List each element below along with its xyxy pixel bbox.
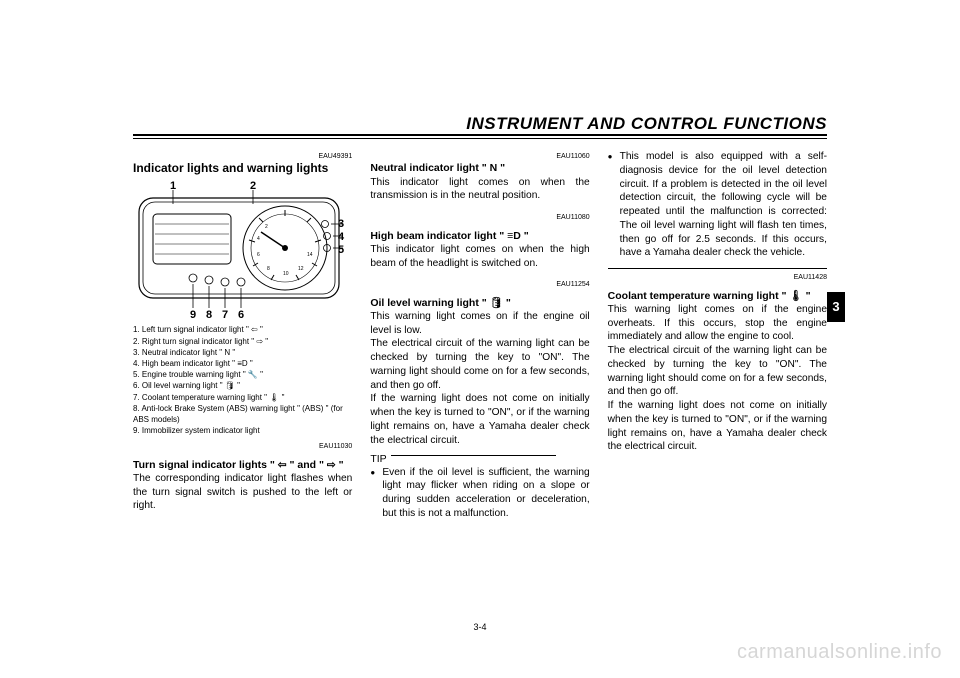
caption-item: 5. Engine trouble warning light " 🔧 " [133, 369, 352, 380]
caption-item: 8. Anti-lock Brake System (ABS) warning … [133, 403, 352, 425]
para-oil-b: The electrical circuit of the warning li… [370, 337, 589, 392]
rule-thin [133, 138, 827, 139]
svg-text:8: 8 [267, 266, 270, 272]
chapter-tab: 3 [827, 292, 845, 322]
tip-item: Even if the oil level is sufficient, the… [382, 466, 589, 521]
caption-item: 9. Immobilizer system indicator light [133, 425, 352, 436]
rule-thick [133, 134, 827, 136]
para-neutral: This indicator light comes on when the t… [370, 176, 589, 204]
caption-item: 7. Coolant temperature warning light " 🌡… [133, 392, 352, 403]
caption-item: 4. High beam indicator light " ≡D " [133, 358, 352, 369]
callout-1: 1 [170, 180, 176, 192]
code-eau: EAU11030 [133, 442, 352, 451]
caption-item: 3. Neutral indicator light " N " [133, 347, 352, 358]
tip-label-text: TIP [370, 453, 386, 465]
svg-text:2: 2 [265, 224, 268, 230]
tip-rule [391, 455, 556, 456]
callout-4: 4 [338, 231, 345, 243]
heading-coolant: Coolant temperature warning light " 🌡 " [608, 289, 827, 303]
section-title: INSTRUMENT AND CONTROL FUNCTIONS [466, 114, 827, 134]
caption-item: 1. Left turn signal indicator light " ⇦ … [133, 324, 352, 335]
caption-item: 2. Right turn signal indicator light " ⇨… [133, 336, 352, 347]
para-turn-signal: The corresponding indicator light flashe… [133, 472, 352, 513]
instrument-cluster-figure: 2 4 6 8 10 12 14 [133, 180, 352, 320]
code-eau: EAU11060 [370, 152, 589, 161]
heading-neutral: Neutral indicator light " N " [370, 161, 589, 175]
code-eau: EAU11254 [370, 280, 589, 289]
callout-6: 6 [238, 309, 244, 320]
tip-list-continued: This model is also equipped with a self-… [608, 150, 827, 260]
callout-2: 2 [250, 180, 256, 192]
code-eau: EAU11428 [608, 273, 827, 282]
callout-7: 7 [222, 309, 228, 320]
page-sheet: INSTRUMENT AND CONTROL FUNCTIONS 3 EAU49… [133, 122, 827, 642]
cluster-svg: 2 4 6 8 10 12 14 [133, 180, 345, 320]
code-eau: EAU11080 [370, 213, 589, 222]
heading-high-beam: High beam indicator light " ≡D " [370, 229, 589, 243]
callout-8: 8 [206, 309, 212, 320]
callout-3: 3 [338, 218, 344, 230]
tip-item: This model is also equipped with a self-… [620, 150, 827, 260]
svg-text:12: 12 [298, 266, 304, 272]
para-coolant-c: If the warning light does not come on in… [608, 399, 827, 454]
para-high-beam: This indicator light comes on when the h… [370, 243, 589, 271]
figure-caption-list: 1. Left turn signal indicator light " ⇦ … [133, 324, 352, 436]
document-page: INSTRUMENT AND CONTROL FUNCTIONS 3 EAU49… [0, 0, 960, 678]
caption-item: 6. Oil level warning light " 🛢 " [133, 380, 352, 391]
callout-5: 5 [338, 244, 344, 256]
watermark-text: carmanualsonline.info [737, 641, 942, 664]
para-oil-a: This warning light comes on if the engin… [370, 310, 589, 338]
heading-indicator-lights: Indicator lights and warning lights [133, 161, 352, 176]
code-eau: EAU49391 [133, 152, 352, 161]
para-oil-c: If the warning light does not come on in… [370, 392, 589, 447]
heading-oil-level: Oil level warning light " 🛢 " [370, 296, 589, 310]
page-number: 3-4 [473, 622, 486, 632]
svg-text:14: 14 [307, 252, 313, 258]
callout-9: 9 [190, 309, 196, 320]
svg-text:6: 6 [257, 252, 260, 258]
tip-heading: TIP [370, 452, 589, 466]
svg-text:10: 10 [283, 271, 289, 277]
heading-turn-signal: Turn signal indicator lights " ⇦ " and "… [133, 458, 352, 472]
svg-text:4: 4 [257, 236, 260, 242]
divider-rule [608, 268, 827, 269]
tip-list: Even if the oil level is sufficient, the… [370, 466, 589, 521]
para-coolant-b: The electrical circuit of the warning li… [608, 344, 827, 399]
para-coolant-a: This warning light comes on if the engin… [608, 303, 827, 344]
body-columns: EAU49391 Indicator lights and warning li… [133, 150, 827, 612]
